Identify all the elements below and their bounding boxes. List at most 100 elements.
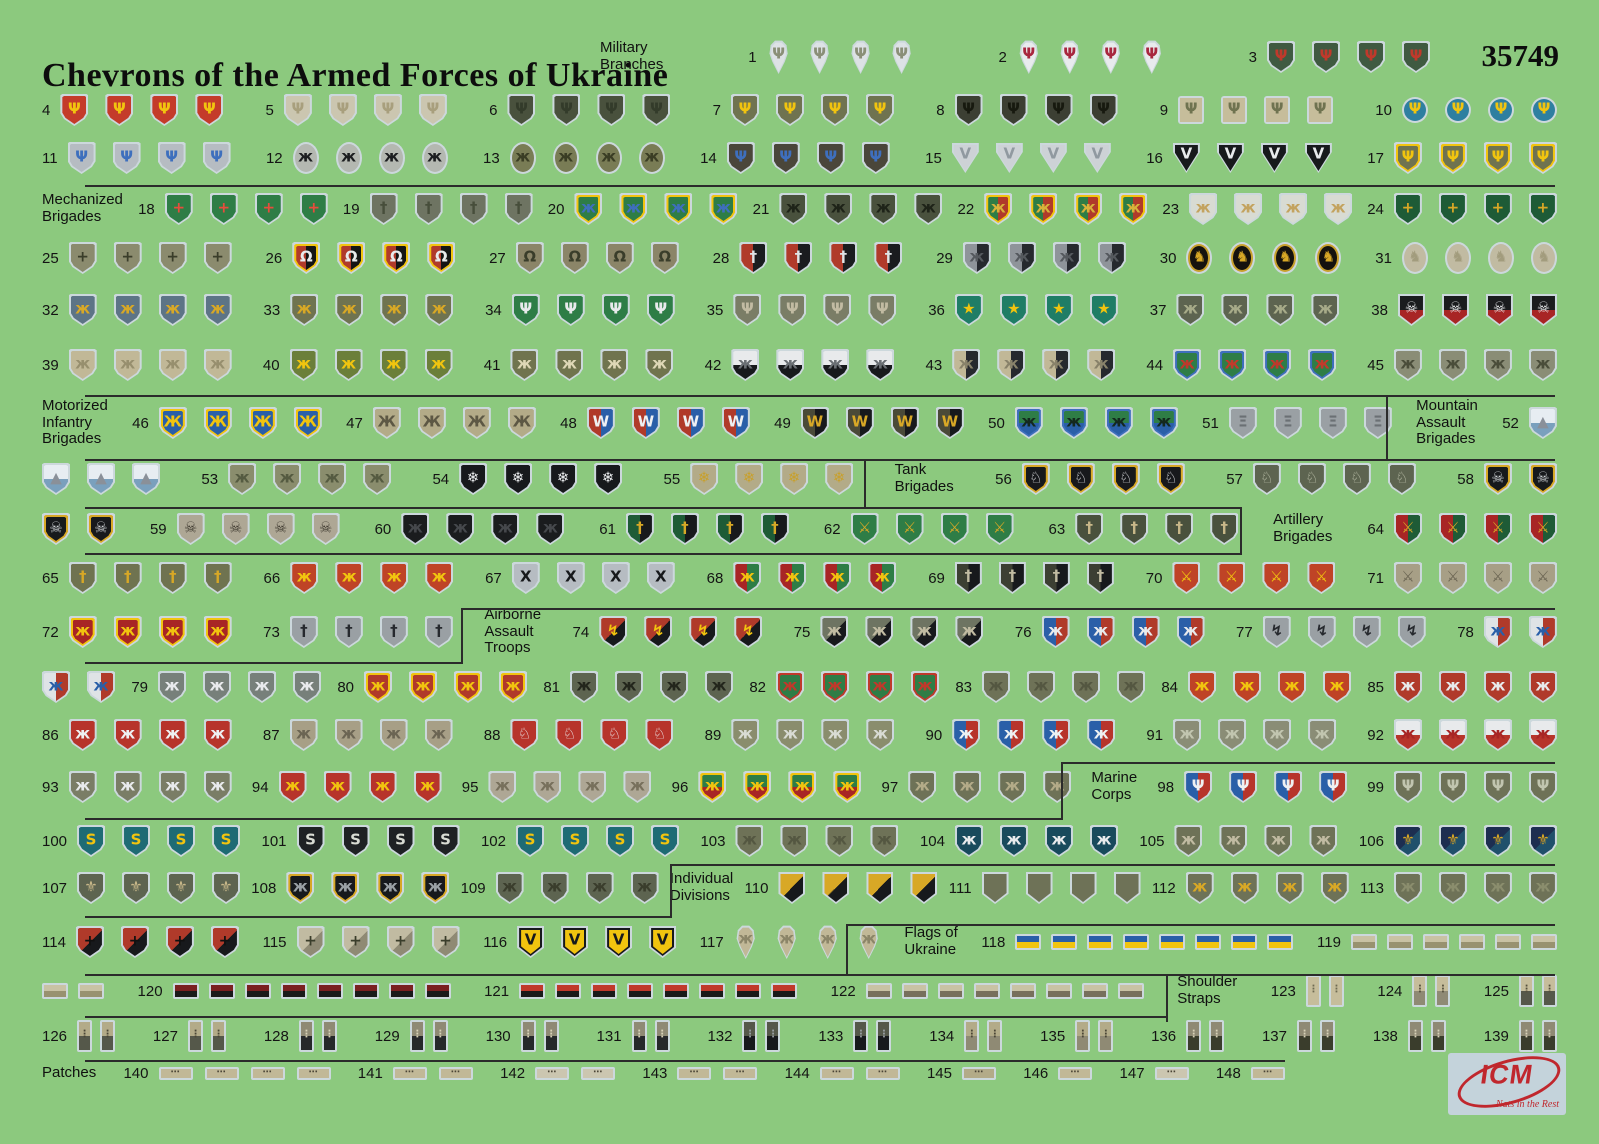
patch-emblem-icon: V <box>568 930 581 949</box>
chevron-patch: ж <box>821 671 849 703</box>
chevron-patch-face: ★ <box>1046 296 1071 324</box>
chevron-patch-face: Ψ <box>1358 43 1383 71</box>
chevron-patch-face: ж <box>1265 721 1290 749</box>
patch-emblem-icon: Ψ <box>650 99 663 118</box>
chevron-patch: ж <box>425 562 454 594</box>
chevron-patch: ж <box>997 349 1026 381</box>
group-number: 106 <box>1358 832 1384 850</box>
group-number: 122 <box>830 982 856 1000</box>
chevron-patch: Ξ <box>1273 407 1302 439</box>
chevron-patch-face: Ψ <box>1103 42 1119 72</box>
chevron-patch: † <box>203 562 232 594</box>
chevron-group: 31 ♞ ♞ ♞ ♞ <box>1375 242 1557 274</box>
patch-emblem-icon: ж <box>1282 877 1298 896</box>
chevron-patch-face: ⋮ <box>1437 977 1449 1005</box>
patch-emblem-icon: ж <box>606 354 622 373</box>
chevron-patch <box>981 872 1009 904</box>
group-number: 145 <box>926 1064 952 1082</box>
group-number: 92 <box>1367 726 1384 744</box>
group-number: 95 <box>461 778 479 796</box>
chevron-patch-face: ⋯ <box>1156 1068 1187 1078</box>
chevron-patch <box>1386 934 1413 950</box>
chevron-patch-face: ⋯ <box>1060 1068 1091 1078</box>
chevron-patch: ж <box>868 562 897 594</box>
chevron-patch-face: ж <box>295 673 319 701</box>
patch-set <box>519 983 798 999</box>
chevron-patch: ж <box>1059 407 1088 439</box>
chevron-patch-face: Ψ <box>1046 96 1071 124</box>
patch-emblem-icon: ⚔ <box>857 518 872 537</box>
chevron-patch-face: ж <box>868 721 893 749</box>
chevron-patch-face: ⋮ <box>300 1022 312 1050</box>
chevron-patch-face <box>390 985 413 997</box>
group-number: 77 <box>1236 623 1253 641</box>
chevron-patch-face: ж <box>1001 827 1026 855</box>
patch-emblem-icon: ⋯ <box>308 1067 319 1078</box>
chevron-patch-border: ж <box>778 673 802 701</box>
chevron-group: 84 ж ж ж ж <box>1161 671 1351 703</box>
chevron-patch: ↯ <box>1307 616 1336 648</box>
patch-emblem-icon: ★ <box>962 299 976 318</box>
chevron-patch: ж <box>228 463 257 495</box>
patch-emblem-icon: W <box>592 412 610 431</box>
chevron-patch-face: Ξ <box>1230 409 1255 437</box>
chevron-patch <box>866 872 894 904</box>
group-number: 34 <box>485 301 502 319</box>
chevron-patch-face: ж <box>587 874 612 902</box>
patch-emblem-icon: ж <box>369 468 385 487</box>
chevron-patch-border: Ж <box>160 409 185 437</box>
chevron-patch-face: ж <box>115 351 140 379</box>
chevron-patch: V <box>1260 143 1288 173</box>
chevron-patch-face: ☠ <box>1443 296 1467 324</box>
patch-emblem-icon: ж <box>1272 299 1288 318</box>
chevron-patch: S <box>212 825 241 857</box>
chevron-patch: ж <box>289 719 318 751</box>
patch-emblem-icon: ж <box>1269 354 1285 373</box>
patch-emblem-icon: ↯ <box>1270 621 1284 640</box>
section-divider <box>85 974 1555 976</box>
chevron-patch: ж <box>779 193 808 225</box>
group-number: 143 <box>642 1064 668 1082</box>
chevron-patch-face: ж <box>1175 721 1200 749</box>
patch-emblem-icon: Ψ <box>1409 46 1423 65</box>
chevron-patch: ж <box>595 142 622 174</box>
group-number: 11 <box>42 149 58 167</box>
chevron-patch: ★ <box>1044 294 1073 326</box>
chevron-patch-face <box>318 985 341 997</box>
patch-emblem-icon: ж <box>839 776 855 795</box>
patch-emblem-icon: Ψ <box>1184 99 1198 118</box>
chevron-patch-face: ж <box>542 874 567 902</box>
chevron-patch-face: ж <box>1277 874 1302 902</box>
patch-emblem-icon: Ψ <box>1408 99 1422 118</box>
chevron-patch: ⋮ <box>1186 1020 1202 1052</box>
chevron-group: 141 ⋯ ⋯ <box>358 1065 473 1082</box>
chevron-patch-face: ж <box>292 564 317 592</box>
group-number: 61 <box>599 520 616 538</box>
chevron-patch-face: ♞ <box>1489 244 1512 272</box>
chevron-patch: ж <box>1483 349 1512 381</box>
patch-emblem-icon: ж <box>75 724 91 743</box>
chevron-patch-face: + <box>1440 195 1465 223</box>
chevron-patch-face: ж <box>1395 351 1420 379</box>
chevron-group: 104 ж ж ж ж <box>920 825 1118 857</box>
chevron-patch: ж <box>555 349 584 381</box>
patch-emblem-icon: ↯ <box>696 621 710 640</box>
chevron-patch-face: ж <box>205 721 230 749</box>
chevron-patch: Ψ <box>112 142 141 174</box>
patch-emblem-icon: ж <box>1033 676 1049 695</box>
chevron-patch: Ψ <box>60 94 89 126</box>
group-number: 104 <box>919 832 945 850</box>
chevron-patch: Ψ <box>1089 94 1118 126</box>
chevron-patch-face: ☠ <box>223 515 248 543</box>
group-number: 114 <box>42 933 66 951</box>
chevron-patch <box>1195 934 1222 950</box>
group-number: 4 <box>42 101 51 119</box>
patch-emblem-icon: ж <box>547 877 563 896</box>
chevron-patch: + <box>431 926 460 958</box>
chevron-patch: ж <box>866 349 895 381</box>
chevron-patch: S <box>296 825 325 857</box>
chevron-patch-face <box>1027 874 1051 902</box>
chevron-patch: ❄ <box>504 463 533 495</box>
